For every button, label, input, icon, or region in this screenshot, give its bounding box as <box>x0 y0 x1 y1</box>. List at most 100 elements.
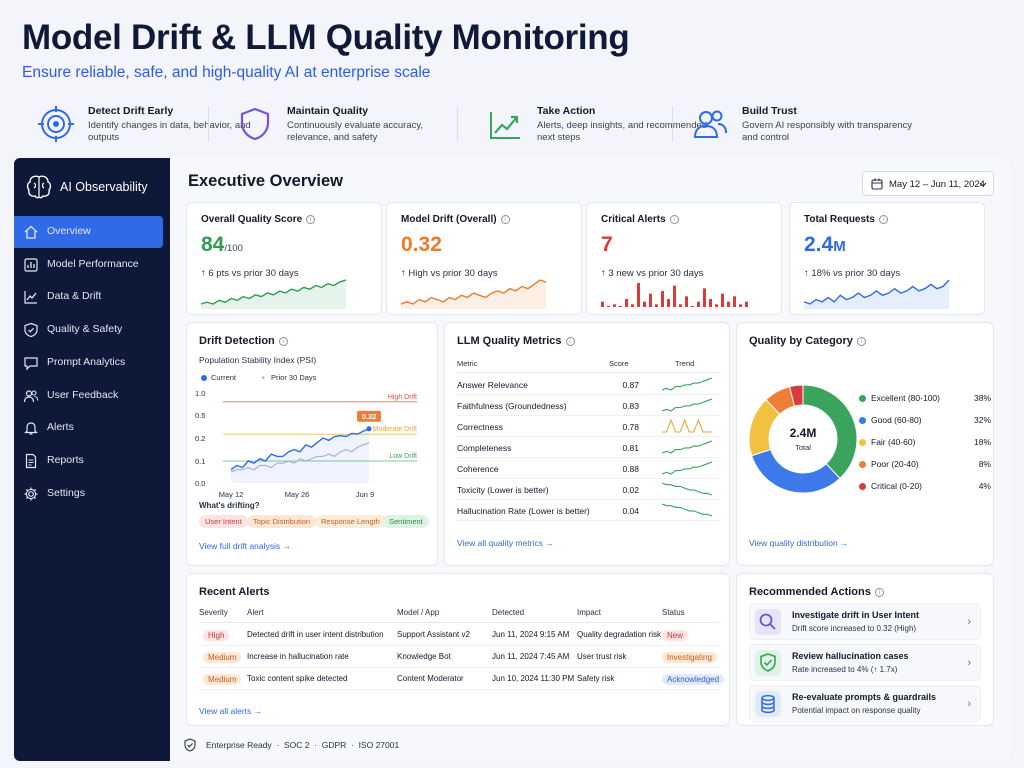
kpi-card-model-drift-overall-: Model Drift (Overall) i 0.32 ↑ High vs prio… <box>386 202 582 315</box>
metric-row[interactable]: Correctness 0.78 <box>457 416 719 437</box>
alert-model: Support Assistant v2 <box>397 630 470 639</box>
kpi-bar <box>607 306 610 307</box>
divider <box>199 622 719 623</box>
alert-row[interactable]: High Detected drift in user intent distri… <box>199 624 719 646</box>
recommended-action-item[interactable]: Re-evaluate prompts & guardrails Potentia… <box>749 685 981 722</box>
trend-up-icon <box>490 112 520 139</box>
action-desc: Drift score increased to 0.32 (High) <box>792 624 917 633</box>
kpi-bar <box>709 299 712 307</box>
kpi-unit: /100 <box>224 243 243 254</box>
llm-quality-metrics-card: LLM Quality Metrics i Metric Score Trend … <box>444 322 730 566</box>
legend-dot <box>859 461 866 468</box>
info-icon[interactable]: i <box>500 215 510 224</box>
view-drift-analysis-link[interactable]: View full drift analysis → <box>199 541 291 551</box>
line-chart-icon <box>24 291 37 304</box>
recent-alerts-card: Recent Alerts Severity Alert Model / App De… <box>186 573 730 726</box>
sidebar-item-user-feedback[interactable]: User Feedback <box>14 380 163 412</box>
metric-row[interactable]: Coherence 0.88 <box>457 458 719 479</box>
chat-icon <box>24 357 38 371</box>
chevron-right-icon: › <box>967 657 971 669</box>
legend-dot <box>859 483 866 490</box>
kpi-bar <box>733 296 736 307</box>
alerts-col-header: Impact <box>577 608 602 617</box>
metric-row[interactable]: Toxicity (Lower is better) 0.02 <box>457 479 719 500</box>
kpi-bar <box>649 293 652 307</box>
drift-chip[interactable]: User Intent <box>199 515 248 528</box>
metric-trend-sparkline <box>662 418 712 433</box>
drift-chip[interactable]: Sentiment <box>383 515 429 528</box>
sidebar-item-prompt-analytics[interactable]: Prompt Analytics <box>14 347 163 379</box>
info-icon[interactable]: i <box>856 337 866 346</box>
sidebar-item-quality-safety[interactable]: Quality & Safety <box>14 314 163 346</box>
metric-row[interactable]: Completeness 0.81 <box>457 437 719 458</box>
metric-row[interactable]: Hallucination Rate (Lower is better) 0.04 <box>457 500 719 521</box>
kpi-title: Model Drift (Overall) i <box>401 214 510 225</box>
date-range-picker[interactable]: May 12 – Jun 11, 2024 <box>862 171 994 196</box>
alert-impact: Quality degradation risk <box>577 630 662 639</box>
metric-trend-line <box>662 377 713 391</box>
drift-chip[interactable]: Topic Distribution <box>247 515 317 528</box>
sidebar-item-label: Quality & Safety <box>47 323 123 336</box>
sidebar-item-label: Settings <box>47 486 85 499</box>
view-all-alerts-link[interactable]: View all alerts → <box>199 706 263 716</box>
sidebar-item-reports[interactable]: Reports <box>14 445 163 477</box>
metric-row[interactable]: Answer Relevance 0.87 <box>457 374 719 395</box>
chevron-right-icon: › <box>967 616 971 628</box>
sidebar-item-label: User Feedback <box>47 388 119 401</box>
drift-chip[interactable]: Response Length <box>315 515 386 528</box>
view-quality-metrics-link[interactable]: View all quality metrics → <box>457 538 554 548</box>
sidebar-item-alerts[interactable]: Alerts <box>14 412 163 444</box>
category-legend-item: Excellent (80-100) 38% <box>859 392 991 406</box>
action-desc: Rate increased to 4% (↑ 1.7x) <box>792 665 898 674</box>
info-icon[interactable]: i <box>278 337 288 346</box>
recommended-action-item[interactable]: Review hallucination cases Rate increased… <box>749 644 981 681</box>
divider <box>457 372 719 373</box>
legend-current-marker <box>201 373 215 383</box>
page-subtitle: Ensure reliable, safe, and high-quality … <box>22 64 431 81</box>
sidebar-item-label: Overview <box>47 225 91 237</box>
info-icon[interactable]: i <box>878 215 888 224</box>
sidebar-item-settings[interactable]: Settings <box>14 478 163 510</box>
severity-badge: Medium <box>203 674 242 685</box>
search-icon <box>759 613 776 630</box>
info-icon[interactable]: i <box>874 588 884 597</box>
alert-detected: Jun 10, 2024 11:30 PM <box>492 674 575 683</box>
action-icon-tile <box>755 609 781 635</box>
x-tick-label: May 26 <box>285 490 310 499</box>
alert-model: Knowledge Bot <box>397 652 451 661</box>
sidebar-item-model-performance[interactable]: Model Performance <box>14 249 163 281</box>
info-icon[interactable]: i <box>669 215 679 224</box>
metric-score: 0.04 <box>622 506 639 516</box>
kpi-bar <box>745 301 748 307</box>
feature-title: Detect Drift Early <box>88 105 174 117</box>
feature-maintain-quality: Maintain Quality Continuously evaluate a… <box>237 102 437 148</box>
metric-trend-line <box>662 461 713 475</box>
metric-row[interactable]: Faithfulness (Groundedness) 0.83 <box>457 395 719 416</box>
target-icon <box>38 106 74 142</box>
info-icon[interactable]: i <box>565 337 575 346</box>
donut-center-value: 2.4M <box>789 426 817 440</box>
legend-value: 38% <box>973 393 991 403</box>
kpi-value: 7 <box>601 233 613 256</box>
metric-trend-sparkline <box>662 503 713 517</box>
alert-row[interactable]: Medium Toxic content spike detected Conten… <box>199 668 725 690</box>
card-title: Drift Detection i <box>199 335 288 347</box>
recommended-action-item[interactable]: Investigate drift in User Intent Drift sc… <box>749 603 981 640</box>
info-icon[interactable]: i <box>306 215 316 224</box>
kpi-bar <box>655 304 658 307</box>
legend-current: Current <box>211 373 237 382</box>
alert-row[interactable]: Medium Increase in hallucination rate Know… <box>199 646 719 668</box>
divider <box>672 106 673 142</box>
kpi-title: Overall Quality Score i <box>201 214 316 225</box>
view-quality-distribution-link[interactable]: View quality distribution → <box>749 538 849 548</box>
chevron-down-icon <box>979 182 987 187</box>
sidebar-item-overview[interactable]: Overview <box>14 216 163 248</box>
threshold-label: Moderate Drift <box>373 426 417 433</box>
brain-icon <box>26 175 52 199</box>
kpi-bar <box>727 301 730 307</box>
kpi-bar <box>673 285 676 307</box>
metric-trend-line <box>662 440 713 454</box>
sidebar-item-data-drift[interactable]: Data & Drift <box>14 281 163 313</box>
section-title: Executive Overview <box>188 172 344 190</box>
feature-desc: Alerts, deep insights, and recommended n… <box>537 120 708 143</box>
